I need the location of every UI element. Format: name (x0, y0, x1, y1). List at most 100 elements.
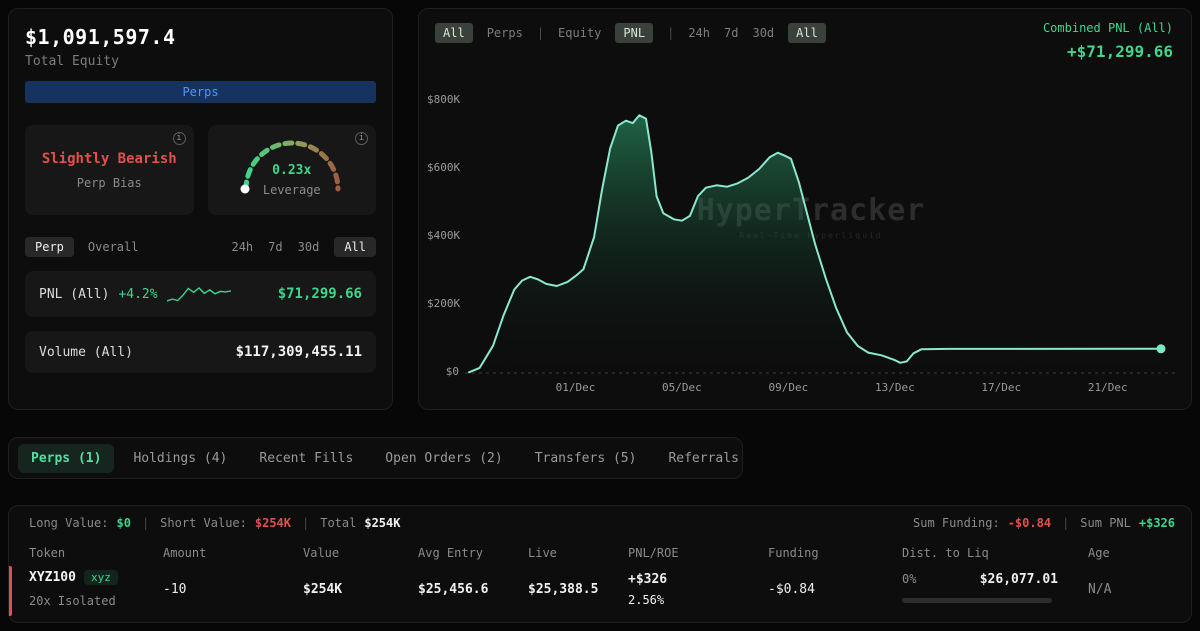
chart-toolbar: All Perps | Equity PNL | 24h 7d 30d All (435, 23, 826, 43)
col-avg-entry: Avg Entry (418, 546, 484, 560)
tab-transfers[interactable]: Transfers (5) (534, 450, 637, 466)
short-position-accent (9, 566, 12, 616)
col-dist-liq: Dist. to Liq (902, 546, 989, 560)
perps-allocation-button[interactable]: Perps (25, 81, 376, 103)
info-icon[interactable]: i (355, 132, 368, 145)
equity-pnl-chart[interactable] (465, 89, 1177, 389)
total-value-label: Total (320, 516, 357, 530)
pnl-chart-panel: All Perps | Equity PNL | 24h 7d 30d All … (418, 8, 1192, 410)
liq-progress-bar (902, 598, 1052, 603)
y-tick-label: $400K (427, 229, 461, 242)
toolbar-divider: | (536, 26, 545, 40)
sum-funding-label: Sum Funding: (913, 516, 1000, 530)
section-tabs: Perps (1) Holdings (4) Recent Fills Open… (8, 437, 743, 479)
y-tick-label: $600K (427, 161, 461, 174)
gauge-needle-dot (240, 184, 250, 194)
pnl-line (468, 114, 1162, 374)
equity-panel: $1,091,597.4 Total Equity Perps i Slight… (8, 8, 393, 410)
perp-bias-value: Slightly Bearish (41, 150, 177, 167)
period-24h[interactable]: 24h (231, 240, 254, 254)
col-pnl-roe: PNL/ROE (628, 546, 679, 560)
live-price-cell: $25,388.5 (528, 582, 599, 597)
y-tick-label: $200K (427, 297, 461, 310)
col-funding: Funding (768, 546, 819, 560)
total-value: $254K (364, 516, 401, 530)
volume-row: Volume (All) $117,309,455.11 (25, 331, 376, 373)
combined-pnl-label: Combined PNL (All) (1042, 21, 1173, 35)
metric-pnl[interactable]: PNL (615, 23, 654, 43)
range-30d[interactable]: 30d (752, 26, 775, 40)
roe-cell: 2.56% (628, 593, 665, 607)
info-icon[interactable]: i (172, 132, 186, 145)
range-7d[interactable]: 7d (724, 26, 739, 40)
positions-summary: Long Value: $0 | Short Value: $254K | To… (29, 516, 1175, 530)
filter-perps[interactable]: Perps (486, 26, 523, 40)
metric-cards: i Slightly Bearish Perp Bias i 0.23x Lev… (25, 125, 376, 215)
positions-panel: Long Value: $0 | Short Value: $254K | To… (8, 505, 1192, 623)
period-30d[interactable]: 30d (297, 240, 320, 254)
leverage-label: Leverage (262, 183, 321, 197)
divider: | (141, 516, 150, 530)
range-all[interactable]: All (788, 23, 826, 43)
tab-recent-fills[interactable]: Recent Fills (259, 450, 354, 466)
sum-pnl-label: Sum PNL (1080, 516, 1131, 530)
short-value: $254K (254, 516, 291, 530)
col-token: Token (29, 546, 66, 560)
tab-holdings[interactable]: Holdings (4) (133, 450, 228, 466)
pnl-row: PNL (All) +4.2% $71,299.66 (25, 271, 376, 317)
perp-bias-card: i Slightly Bearish Perp Bias (25, 125, 194, 215)
pnl-cell: +$326 (628, 572, 668, 587)
tab-perps[interactable]: Perps (1) (18, 443, 115, 473)
col-age: Age (1088, 546, 1110, 560)
col-amount: Amount (163, 546, 207, 560)
dist-to-liq-cell: 0% $26,077.01 (902, 572, 1058, 587)
leverage-mode: 20x Isolated (29, 594, 116, 608)
long-value: $0 (116, 516, 131, 530)
y-tick-label: $800K (427, 93, 461, 106)
period-7d[interactable]: 7d (268, 240, 283, 254)
col-live: Live (528, 546, 557, 560)
filter-all[interactable]: All (435, 23, 473, 43)
volume-label: Volume (All) (39, 344, 133, 360)
pnl-endpoint-dot (1156, 344, 1166, 354)
short-value-label: Short Value: (160, 516, 247, 530)
total-equity-label: Total Equity (25, 54, 119, 69)
tab-referrals[interactable]: Referrals (668, 450, 739, 466)
funding-cell: -$0.84 (768, 582, 815, 597)
tab-perp[interactable]: Perp (25, 237, 74, 257)
period-all[interactable]: All (334, 237, 376, 257)
metric-equity[interactable]: Equity (558, 26, 602, 40)
avg-entry-cell: $25,456.6 (418, 582, 489, 597)
leverage-gauge (240, 140, 341, 194)
tab-overall[interactable]: Overall (87, 240, 139, 254)
long-value-label: Long Value: (29, 516, 109, 530)
liq-price: $26,077.01 (979, 572, 1058, 587)
pnl-label: PNL (All) (39, 286, 110, 302)
combined-pnl-value: +$71,299.66 (1067, 42, 1173, 61)
token-name: XYZ100 (29, 570, 76, 585)
volume-value: $117,309,455.11 (235, 344, 362, 360)
pnl-change: +4.2% (118, 286, 158, 302)
tab-open-orders[interactable]: Open Orders (2) (385, 450, 503, 466)
token-badge: xyz (83, 570, 118, 585)
liq-percent: 0% (902, 572, 917, 586)
pnl-sparkline (166, 287, 231, 302)
perp-bias-label: Perp Bias (76, 175, 142, 190)
sum-funding-value: -$0.84 (1007, 516, 1052, 530)
total-equity-value: $1,091,597.4 (25, 25, 176, 49)
range-24h[interactable]: 24h (688, 26, 711, 40)
sum-pnl-value: +$326 (1138, 516, 1175, 530)
col-value: Value (303, 546, 340, 560)
combined-pnl: Combined PNL (All) +$71,299.66 (1043, 21, 1173, 61)
scope-period-tabs: Perp Overall 24h 7d 30d All (25, 237, 376, 257)
y-tick-label: $0 (445, 365, 459, 378)
amount-cell: -10 (163, 582, 187, 597)
divider: | (302, 516, 310, 530)
token-cell: XYZ100 xyz (29, 570, 118, 585)
value-cell: $254K (303, 582, 343, 597)
toolbar-divider: | (667, 26, 675, 40)
divider: | (1062, 516, 1070, 530)
pnl-value: $71,299.66 (277, 286, 362, 302)
leverage-card: i 0.23x Leverage (207, 125, 376, 215)
age-cell: N/A (1088, 582, 1112, 597)
